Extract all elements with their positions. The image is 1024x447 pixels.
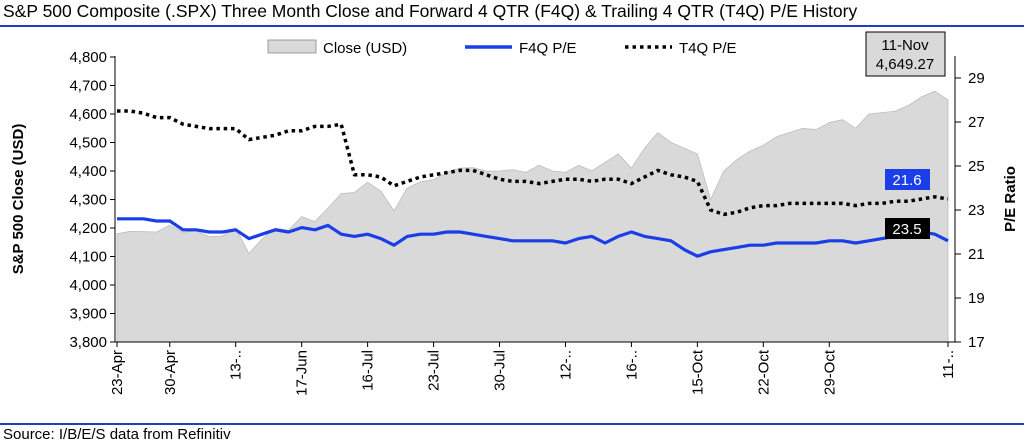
x-tick-label: 23-Jul [426, 350, 443, 391]
x-tick-label: 29-Oct [821, 349, 838, 395]
f4q-end-value: 21.6 [892, 172, 921, 189]
legend: Close (USD) F4Q P/E T4Q P/E [267, 39, 737, 57]
f4q-end-label-box [885, 169, 930, 190]
x-tick-label: 30-Jul [492, 350, 509, 391]
t4q-line [117, 109, 949, 217]
t4q-end-label: 23.5 [885, 218, 930, 239]
x-tick-label: 16-.. [623, 350, 640, 380]
x-tick-label: 22-Oct [755, 349, 772, 395]
right-axis-title: P/E Ratio [1002, 166, 1019, 232]
x-tick-label: 16-Jul [360, 350, 377, 391]
left-tick-label: 4,500 [69, 135, 107, 152]
right-tick-label: 25 [968, 158, 985, 175]
legend-f4q-label: F4Q P/E [519, 40, 577, 57]
t4q-end-label-box [885, 218, 930, 239]
right-tick-label: 17 [968, 334, 985, 351]
legend-t4q-label: T4Q P/E [679, 40, 737, 57]
legend-close-swatch [267, 39, 317, 54]
left-tick-label: 3,900 [69, 306, 107, 323]
close-area [116, 90, 949, 343]
x-tick-label: 12-.. [557, 350, 574, 380]
right-tick-label: 21 [968, 246, 985, 263]
left-tick-label: 3,800 [69, 334, 107, 351]
left-axis-title: S&P 500 Close (USD) [10, 124, 27, 275]
chart-title: S&P 500 Composite (.SPX) Three Month Clo… [3, 1, 858, 21]
t4q-end-value: 23.5 [892, 221, 921, 238]
left-tick-label: 4,100 [69, 249, 107, 266]
x-tick-label: 13-.. [228, 350, 245, 380]
footer-rule [0, 423, 1024, 425]
x-tick-label: 23-Apr [109, 350, 126, 395]
left-tick-label: 4,700 [69, 78, 107, 95]
right-tick-label: 27 [968, 114, 985, 131]
left-tick-label: 4,200 [69, 220, 107, 237]
source-note: Source: I/B/E/S data from Refinitiv [3, 426, 231, 443]
left-tick-label: 4,300 [69, 192, 107, 209]
right-tick-label: 29 [968, 70, 985, 87]
header-rule [0, 25, 1024, 27]
left-tick-label: 4,400 [69, 163, 107, 180]
latest-close-annotation: 11-Nov 4,649.27 [865, 31, 946, 77]
right-tick-label: 19 [968, 290, 985, 307]
right-tick-label: 23 [968, 202, 985, 219]
x-tick-label: 11-.. [940, 350, 957, 379]
f4q-line [117, 217, 949, 258]
x-tick-label: 17-Jun [294, 350, 311, 396]
chart-area: 3,800 3,900 4,000 4,100 4,200 4,300 4,400 4,500… [10, 31, 1019, 396]
f4q-end-label: 21.6 [885, 169, 930, 190]
left-tick-label: 4,600 [69, 106, 107, 123]
annotation-box [865, 31, 946, 77]
legend-close-label: Close (USD) [323, 40, 407, 57]
x-tick-label: 30-Apr [162, 350, 179, 395]
x-tick-label: 15-Oct [689, 349, 706, 395]
left-tick-label: 4,000 [69, 277, 107, 294]
left-tick-label: 4,800 [69, 49, 107, 66]
annotation-date: 11-Nov [881, 37, 929, 54]
annotation-value: 4,649.27 [876, 56, 934, 73]
